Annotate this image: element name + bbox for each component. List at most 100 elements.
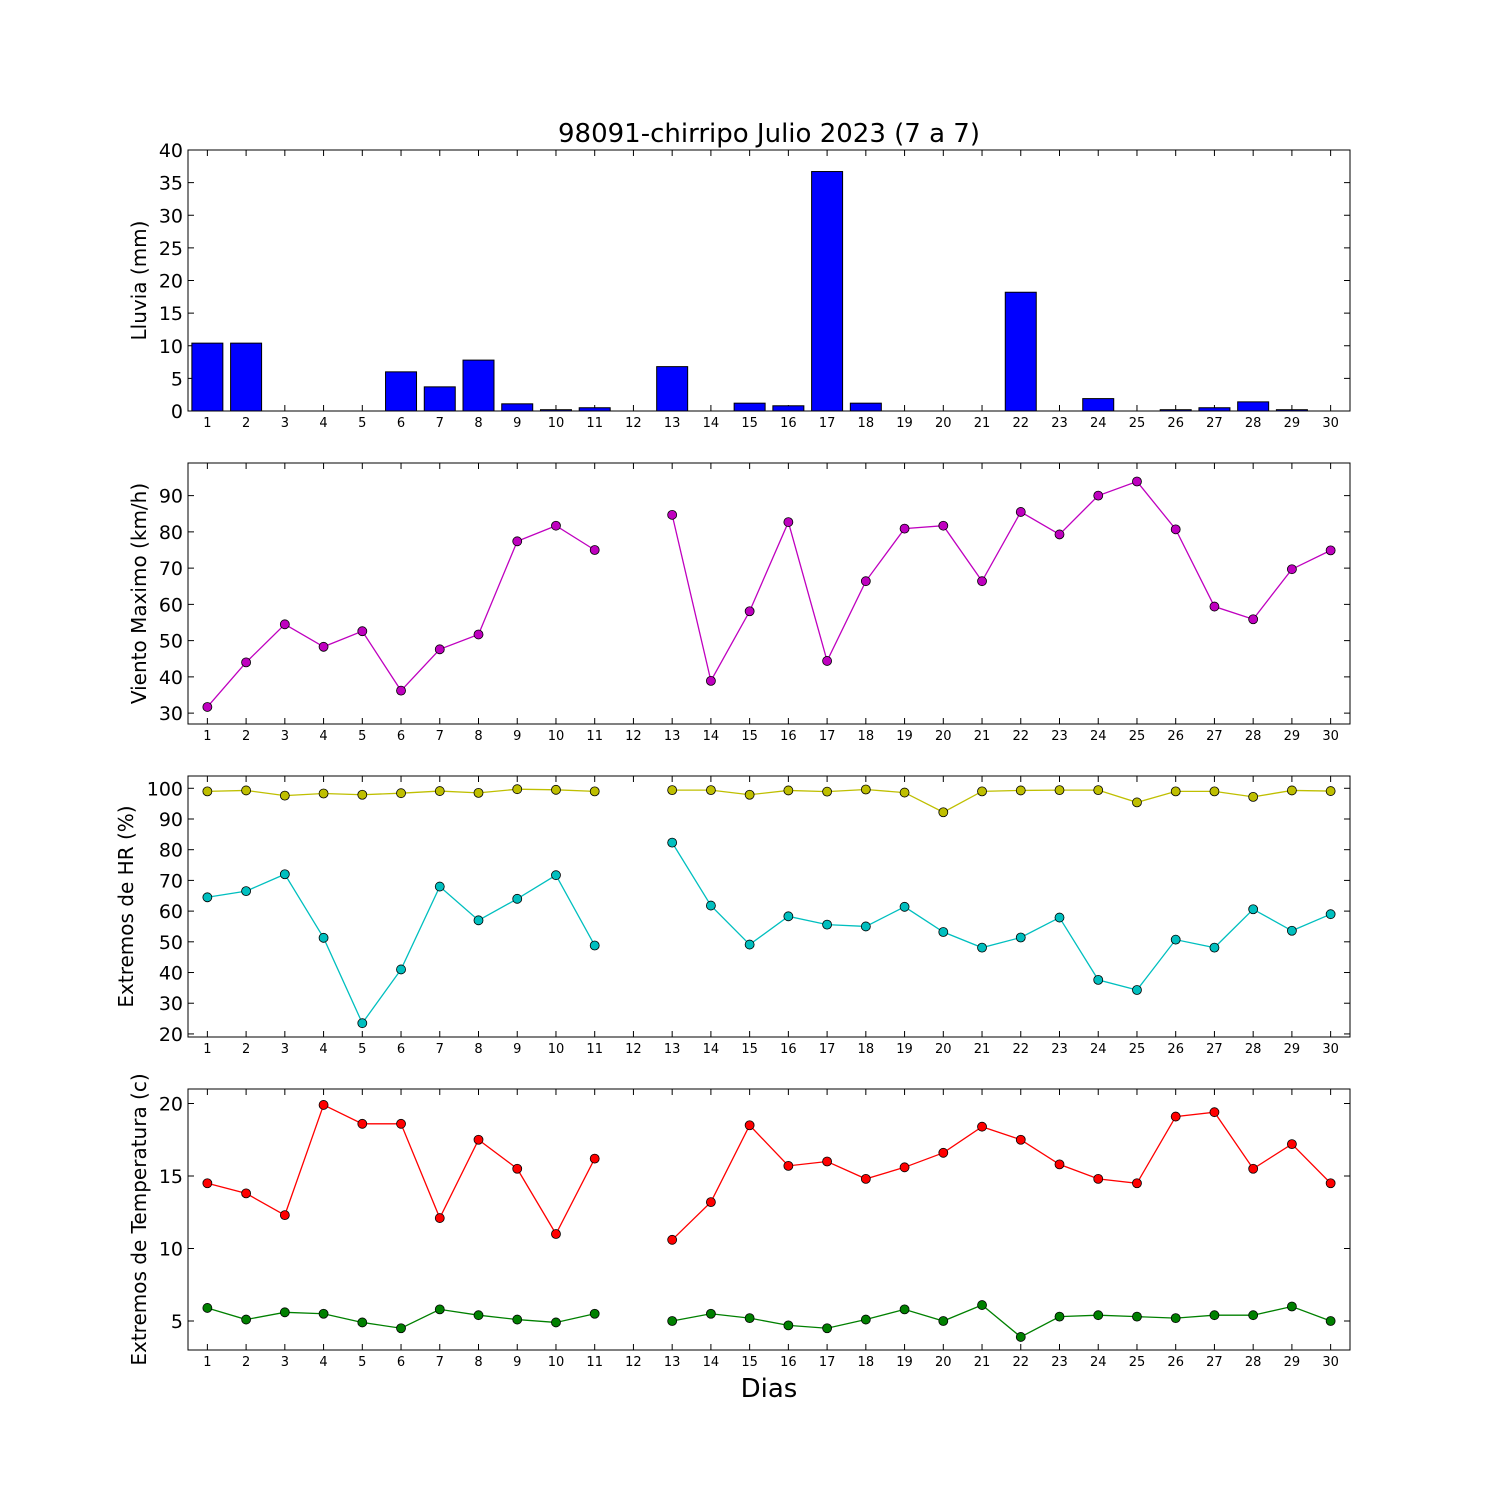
series-line xyxy=(672,788,1331,813)
data-point xyxy=(977,1300,987,1310)
x-tick-label: 13 xyxy=(664,1042,681,1057)
data-point xyxy=(783,911,794,922)
data-point xyxy=(473,629,484,640)
data-point xyxy=(1093,490,1104,501)
x-tick-label: 2 xyxy=(242,1355,250,1370)
bar xyxy=(501,403,534,412)
data-point xyxy=(860,576,871,587)
x-tick-label: 23 xyxy=(1051,1042,1068,1057)
data-point xyxy=(706,785,716,796)
y-tick-label: 90 xyxy=(159,486,183,508)
data-point xyxy=(667,509,678,520)
x-tick-label: 1 xyxy=(203,1355,211,1370)
axes-frame xyxy=(187,775,1351,1038)
bar xyxy=(1198,407,1231,412)
data-point xyxy=(357,626,368,637)
y-tick-label: 100 xyxy=(147,778,183,800)
bar xyxy=(733,402,766,412)
x-tick-label: 28 xyxy=(1245,729,1262,744)
data-point xyxy=(1093,785,1104,796)
y-tick-label: 40 xyxy=(159,140,183,162)
data-point xyxy=(1325,786,1336,796)
x-tick-label: 18 xyxy=(858,729,875,744)
data-point xyxy=(744,939,755,950)
y-tick-label: 20 xyxy=(159,1024,183,1046)
data-point xyxy=(512,893,523,904)
y-tick-label: 20 xyxy=(159,271,183,293)
data-point xyxy=(1248,1163,1259,1174)
x-tick-label: 9 xyxy=(513,1042,521,1057)
series-line xyxy=(671,480,1331,683)
x-tick-label: 13 xyxy=(664,1355,681,1370)
data-point xyxy=(938,520,949,531)
data-point xyxy=(434,1304,445,1315)
data-point xyxy=(512,1163,523,1174)
data-point xyxy=(1287,564,1297,575)
data-point xyxy=(473,787,484,798)
x-tick-label: 18 xyxy=(858,1355,875,1370)
x-tick-label: 12 xyxy=(625,1042,642,1057)
x-tick-label: 14 xyxy=(703,1042,720,1057)
data-point xyxy=(1132,476,1142,487)
data-point xyxy=(1132,985,1142,995)
data-point xyxy=(977,786,987,797)
data-point xyxy=(396,788,406,799)
x-tick-label: 3 xyxy=(281,1355,289,1370)
x-tick-label: 25 xyxy=(1129,416,1146,431)
series-line xyxy=(672,1304,1331,1338)
y-tick-label: 40 xyxy=(159,963,183,985)
x-tick-label: 6 xyxy=(397,1355,405,1370)
data-point xyxy=(396,685,406,696)
x-tick-label: 11 xyxy=(586,729,603,744)
x-tick-label: 11 xyxy=(586,416,603,431)
y-tick-label: 30 xyxy=(159,703,183,725)
x-tick-label: 23 xyxy=(1051,416,1068,431)
data-point xyxy=(899,1304,910,1315)
x-tick-label: 21 xyxy=(974,1042,991,1057)
x-tick-label: 22 xyxy=(1012,1042,1029,1057)
x-tick-label: 16 xyxy=(780,1042,797,1057)
x-tick-label: 6 xyxy=(397,729,405,744)
y-tick-label: 70 xyxy=(159,558,183,580)
x-tick-label: 21 xyxy=(974,416,991,431)
axes-frame xyxy=(187,149,1351,412)
data-point xyxy=(357,1118,368,1129)
x-tick-label: 14 xyxy=(703,729,720,744)
data-point xyxy=(202,786,213,797)
x-tick-label: 19 xyxy=(896,1042,913,1057)
x-tick-label: 20 xyxy=(935,416,952,431)
y-tick-label: 5 xyxy=(171,368,183,390)
x-tick-label: 12 xyxy=(625,1355,642,1370)
x-tick-label: 10 xyxy=(548,416,565,431)
data-point xyxy=(434,881,445,892)
data-point xyxy=(1325,1316,1336,1326)
y-axis-label: Extremos de Temperatura (c) xyxy=(127,1073,151,1365)
data-point xyxy=(860,921,871,932)
series-line xyxy=(207,873,596,1025)
x-tick-label: 1 xyxy=(203,416,211,431)
data-point xyxy=(822,656,832,666)
data-point xyxy=(202,702,213,712)
y-tick-label: 35 xyxy=(159,173,183,195)
series-line xyxy=(671,842,1331,991)
y-tick-label: 40 xyxy=(159,667,183,689)
data-point xyxy=(512,1314,523,1325)
x-tick-label: 17 xyxy=(819,1355,836,1370)
bar xyxy=(423,386,456,412)
x-tick-label: 9 xyxy=(513,729,521,744)
x-tick-label: 17 xyxy=(819,1042,836,1057)
x-tick-label: 20 xyxy=(935,1355,952,1370)
x-tick-label: 7 xyxy=(436,1355,444,1370)
data-point xyxy=(1132,797,1142,808)
data-point xyxy=(977,576,987,587)
y-tick-label: 50 xyxy=(159,631,183,653)
y-tick-label: 60 xyxy=(159,901,183,923)
data-point xyxy=(512,784,523,795)
x-tick-label: 7 xyxy=(436,729,444,744)
y-tick-label: 25 xyxy=(159,238,183,260)
x-tick-label: 29 xyxy=(1284,1355,1301,1370)
x-tick-label: 8 xyxy=(474,1042,482,1057)
